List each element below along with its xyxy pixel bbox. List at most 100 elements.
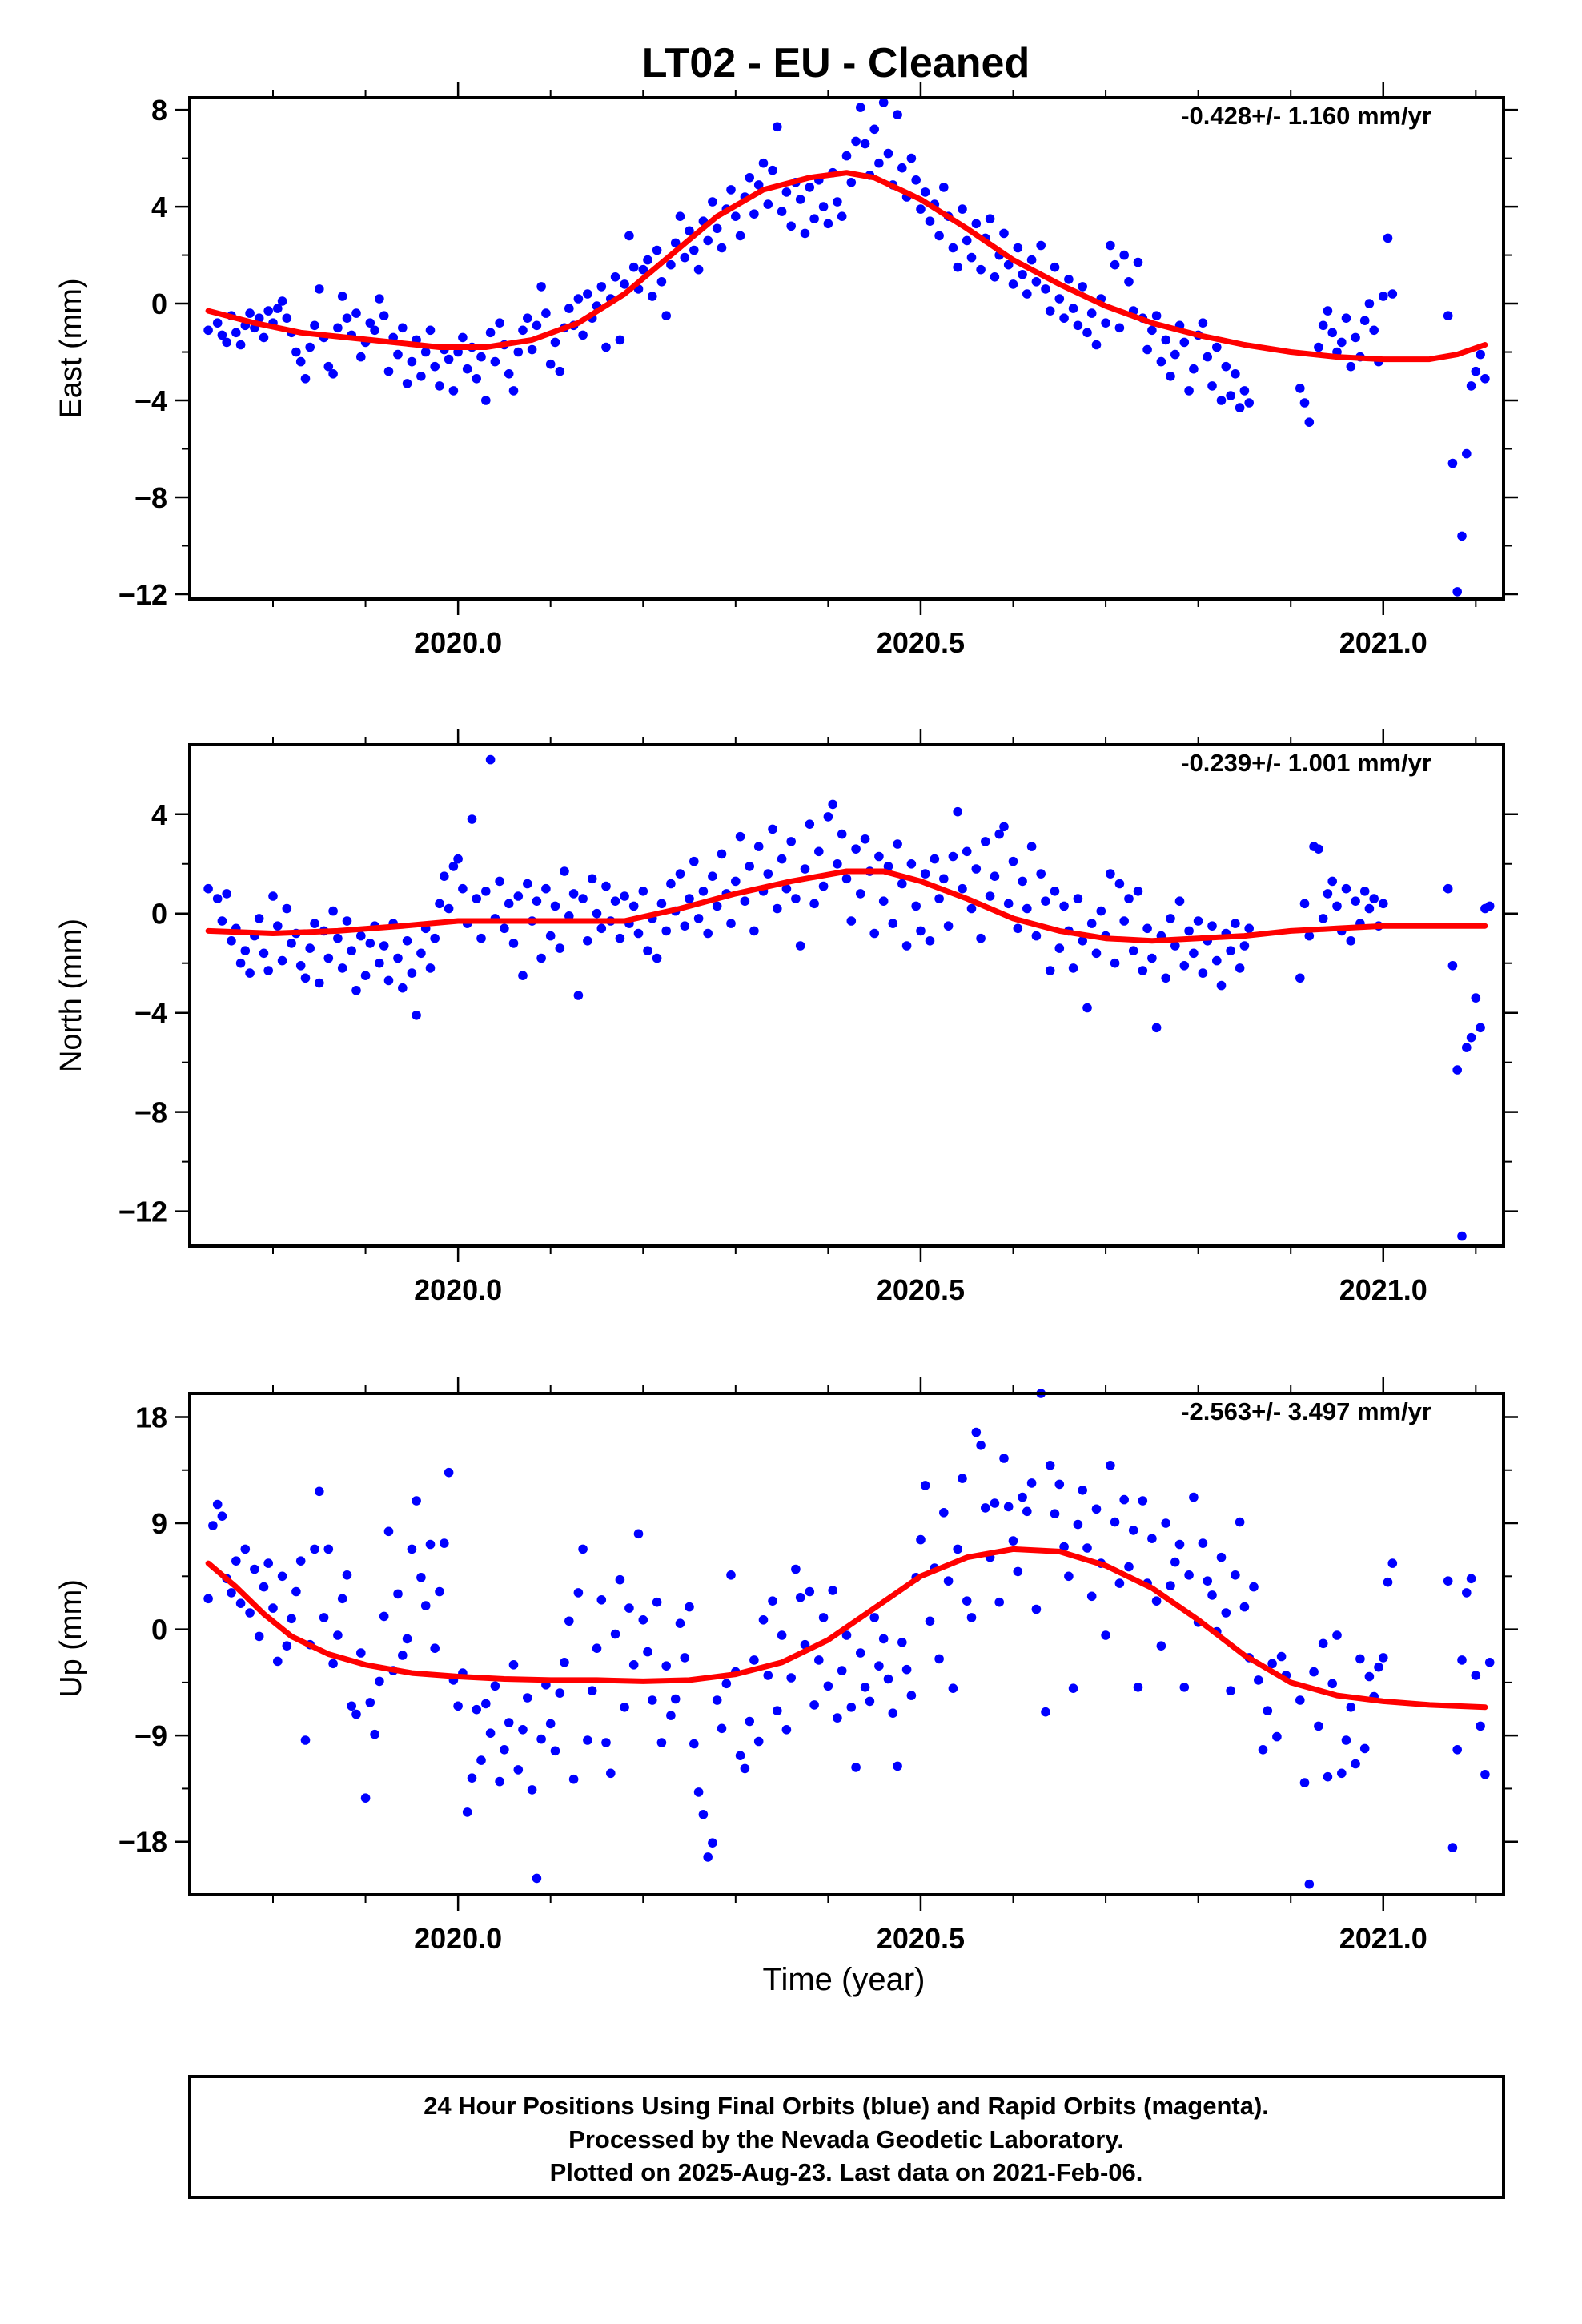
data-point [823,812,833,822]
data-point [976,933,986,943]
data-point [962,1596,972,1606]
data-point [985,891,995,901]
data-point [1212,955,1222,966]
data-point [712,901,722,911]
data-point [1124,277,1134,287]
data-point [976,264,986,275]
data-point [901,941,912,951]
data-point [652,953,662,963]
data-point [628,1660,639,1670]
data-point [495,1776,504,1787]
data-point [217,330,227,340]
data-point [786,1673,796,1683]
data-point [1351,332,1360,343]
data-point [1184,1570,1194,1580]
fit-line [205,1546,1488,1711]
data-point [319,1613,329,1622]
data-point [342,313,352,324]
data-point [1355,1654,1365,1664]
data-point [735,231,745,241]
data-point [1142,344,1152,355]
data-point [628,262,639,272]
data-point [592,1643,602,1653]
data-point [1346,1703,1356,1712]
data-point [1471,993,1481,1003]
data-point [536,953,546,963]
data-point [708,871,717,881]
data-point [217,1511,227,1521]
data-point [1466,1032,1476,1043]
data-point [402,1634,412,1644]
data-point [893,110,902,119]
data-point [416,948,426,959]
data-point [693,914,704,923]
data-point [541,308,551,318]
data-point [1156,1641,1166,1651]
data-point [365,939,375,948]
data-point [958,883,967,894]
y-tick-label: −4 [135,997,167,1030]
data-point [1082,1543,1092,1553]
data-point [601,342,611,352]
data-point [661,926,671,936]
data-point [1110,1517,1120,1527]
data-point [1045,306,1055,316]
data-point [1369,894,1379,903]
data-point [833,859,842,869]
data-point [1239,941,1250,951]
footer-line-1: 24 Hour Positions Using Final Orbits (bl… [424,2092,1269,2120]
data-point [1216,1552,1227,1562]
data-point [1295,973,1305,983]
data-point [1212,342,1222,352]
data-point [1147,1534,1157,1543]
data-point [1054,943,1065,953]
data-point [888,1708,898,1718]
data-point [670,238,681,248]
data-point [305,342,315,352]
data-point [1447,1843,1458,1852]
data-point [1318,320,1328,331]
data-point [1045,1461,1055,1470]
data-point [1050,1509,1060,1518]
data-point [273,304,283,313]
data-point [513,1765,524,1775]
data-point [583,1735,592,1745]
x-tick-label: 2020.5 [877,1273,965,1306]
data-point [420,1601,431,1610]
data-point [453,1701,463,1711]
data-point [809,899,819,909]
data-point [818,881,829,891]
data-point [805,183,815,192]
data-point [1221,1608,1231,1618]
data-point [1207,1590,1217,1600]
data-point [745,1716,754,1727]
data-point [1314,844,1323,854]
data-point [1026,1478,1037,1488]
data-point [731,211,741,222]
data-point [254,313,264,324]
data-point [878,896,889,906]
data-point [717,1723,727,1734]
data-point [444,1467,454,1478]
data-point [781,883,792,894]
data-point [333,933,343,943]
data-point [624,1603,634,1613]
data-point [1244,923,1254,934]
data-point [1323,889,1333,899]
data-point [708,1838,717,1848]
data-point [731,876,741,887]
data-point [1018,876,1027,887]
data-point [985,214,995,224]
data-point [295,356,306,367]
data-point [1443,311,1453,321]
data-point [1059,313,1069,324]
data-point [925,936,935,946]
data-point [624,231,634,241]
data-point [532,1873,542,1884]
data-point [462,364,472,374]
data-point [689,856,699,866]
data-point [906,1691,917,1700]
data-point [1064,1571,1074,1582]
data-point [1263,1706,1273,1715]
footer-box: 24 Hour Positions Using Final Orbits (bl… [188,2075,1505,2199]
